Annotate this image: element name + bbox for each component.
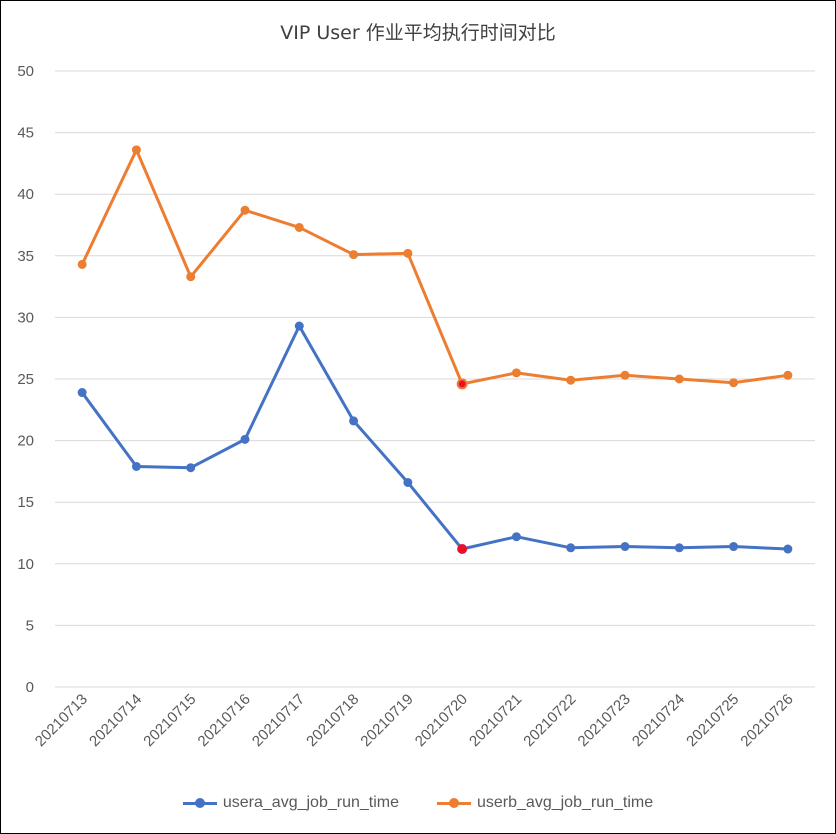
series-usera_avg_job_run_time (77, 321, 793, 555)
data-point (186, 272, 196, 282)
legend-swatch-icon (182, 796, 217, 810)
data-point (783, 370, 793, 380)
data-point (403, 477, 413, 487)
highlighted-data-point (457, 544, 468, 555)
x-tick-label: 20210720 (412, 691, 471, 750)
data-point (620, 370, 630, 380)
data-point (566, 543, 576, 553)
data-point (783, 544, 793, 554)
y-tick-label: 20 (17, 433, 34, 450)
x-tick-label: 20210724 (629, 691, 688, 750)
series-userb_avg_job_run_time (77, 145, 793, 390)
series-group (77, 145, 793, 555)
y-tick-label: 0 (26, 679, 34, 696)
x-tick-label: 20210722 (520, 691, 579, 750)
x-tick-label: 20210716 (195, 691, 254, 750)
highlighted-data-point (456, 378, 468, 390)
data-point (240, 434, 250, 444)
y-tick-label: 50 (17, 63, 34, 80)
series-line (80, 148, 790, 386)
legend-item: userb_avg_job_run_time (437, 794, 653, 812)
legend-swatch-icon (437, 796, 471, 810)
data-point (77, 259, 87, 269)
data-point (729, 378, 739, 388)
data-point (674, 374, 684, 384)
y-tick-label: 30 (17, 309, 34, 326)
y-axis-ticks: 0 5 10 15 20 25 30 35 40 45 50 (17, 63, 34, 696)
legend: usera_avg_job_run_time userb_avg_job_run_… (0, 794, 836, 812)
data-point (186, 463, 196, 473)
data-point (674, 543, 684, 553)
x-tick-label: 20210714 (86, 691, 145, 750)
data-point (294, 321, 304, 331)
data-point (511, 532, 521, 542)
data-point (566, 375, 576, 385)
data-point (729, 542, 739, 552)
legend-item: usera_avg_job_run_time (182, 794, 399, 812)
data-point (349, 250, 359, 260)
y-tick-label: 40 (17, 186, 34, 203)
x-tick-label: 20210726 (737, 691, 796, 750)
chart-title: VIP User 作业平均执行时间对比 (280, 22, 556, 44)
y-tick-label: 5 (26, 617, 34, 634)
y-tick-label: 25 (17, 371, 34, 388)
data-point (131, 145, 141, 155)
x-tick-label: 20210713 (32, 691, 91, 750)
data-point (511, 368, 521, 378)
data-point (620, 542, 630, 552)
data-point (294, 222, 304, 232)
data-point (77, 388, 87, 398)
data-point (240, 205, 250, 215)
x-tick-label: 20210721 (466, 691, 525, 750)
data-point (349, 416, 359, 426)
legend-label: userb_avg_job_run_time (477, 794, 654, 811)
x-tick-label: 20210717 (249, 691, 308, 750)
x-tick-label: 20210723 (575, 691, 634, 750)
series-line (80, 324, 790, 551)
x-tick-label: 20210715 (140, 691, 199, 750)
x-tick-label: 20210718 (303, 691, 362, 750)
y-tick-label: 10 (17, 556, 34, 573)
y-tick-label: 35 (17, 248, 34, 265)
legend-label: usera_avg_job_run_time (222, 794, 399, 811)
x-tick-label: 20210719 (357, 691, 416, 750)
x-axis-ticks: 2021071320210714202107152021071620210717… (32, 691, 797, 750)
y-tick-label: 45 (17, 125, 34, 142)
y-tick-label: 15 (17, 494, 34, 511)
x-tick-label: 20210725 (683, 691, 742, 750)
data-point (131, 461, 141, 471)
data-point (403, 248, 413, 258)
